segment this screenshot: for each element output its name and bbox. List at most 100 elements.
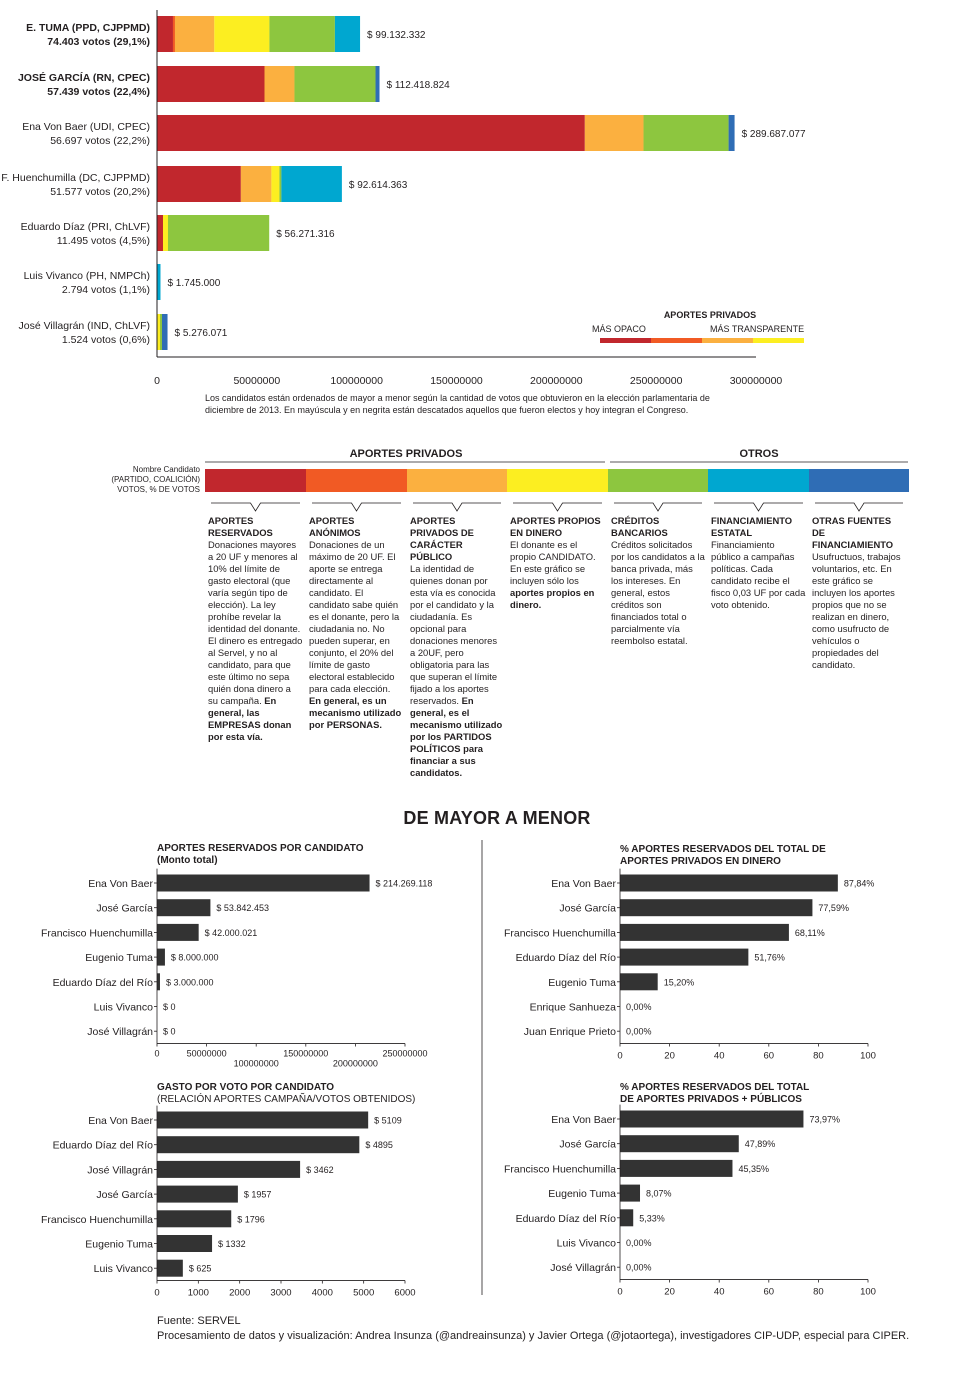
main-candidate-votes-5: 2.794 votos (1,1%) — [62, 284, 150, 296]
main-bar-total-label-3: $ 92.614.363 — [349, 180, 408, 191]
chart2-category-4: Eugenio Tuma — [548, 977, 616, 989]
main-bar-total-label-5: $ 1.745.000 — [167, 278, 220, 289]
main-bar-1-otras — [375, 66, 380, 102]
chart-gasto-voto-title-main: GASTO POR VOTO POR CANDIDATO — [157, 1082, 335, 1093]
main-bar-6-creditos — [159, 314, 162, 350]
main-bar-2-creditos — [643, 115, 729, 151]
legend-swatch-reservados — [205, 469, 306, 492]
main-bar-0-caracter_publico — [174, 16, 215, 52]
chart2-bar-1 — [620, 899, 813, 917]
chart2-xtick-5: 100 — [860, 1051, 876, 1062]
legend-title-estatal: FINANCIAMIENTO ESTATAL — [711, 515, 793, 538]
chart3-value-label-1: $ 4895 — [365, 1140, 393, 1150]
chart4-category-5: Luis Vivanco — [557, 1238, 617, 1250]
chart-gasto-voto-subtitle: (RELACIÓN APORTES CAMPAÑA/VOTOS OBTENIDO… — [157, 1094, 416, 1105]
inset-legend-title: APORTES PRIVADOS — [663, 310, 757, 320]
chart2-category-2: Francisco Huenchumilla — [504, 927, 616, 939]
chart1-bar-0 — [157, 874, 370, 892]
main-bar-2-caracter_publico — [584, 115, 644, 151]
chart4-category-3: Eugenio Tuma — [548, 1188, 616, 1200]
chart2-category-0: Ena Von Baer — [551, 878, 616, 890]
chart3-bar-4 — [157, 1210, 232, 1228]
chart2-bar-2 — [620, 923, 789, 941]
chart3-category-6: Luis Vivanco — [94, 1263, 154, 1275]
chart3-category-3: José García — [96, 1189, 153, 1201]
chart3-value-label-5: $ 1332 — [218, 1239, 246, 1249]
legend-brace-propios — [513, 502, 602, 512]
chart-gasto-voto-title: GASTO POR VOTO POR CANDIDATO (RELACIÓN A… — [157, 1082, 457, 1106]
main-bar-0-anonimos — [172, 16, 175, 52]
chart4-value-label-6: 0,00% — [626, 1263, 652, 1273]
legend-bold-propios: aportes propios en dinero. — [510, 587, 595, 610]
chart1-xtick-up-3: 250000000 — [382, 1049, 427, 1059]
chart4-xtick-5: 100 — [860, 1287, 876, 1298]
chart2-category-1: José García — [559, 903, 616, 915]
footer-source: Fuente: SERVEL — [157, 1315, 241, 1327]
chart2-category-6: Juan Enrique Prieto — [524, 1026, 616, 1038]
section-title: DE MAYOR A MENOR — [403, 808, 591, 828]
chart3-category-1: Eduardo Díaz del Río — [53, 1140, 154, 1152]
main-candidate-name-2: Ena Von Baer (UDI, CPEC) — [22, 121, 150, 133]
chart2-xtick-0: 0 — [617, 1051, 622, 1062]
inset-legend-left: MÁS OPACO — [592, 324, 646, 334]
main-candidate-votes-2: 56.697 votos (22,2%) — [50, 135, 150, 147]
main-x-tick-2: 100000000 — [330, 375, 383, 387]
chart3-category-2: José Villagrán — [87, 1164, 153, 1176]
legend-desc-propios: El donante es el propio CANDIDATO. En es… — [510, 539, 596, 586]
main-bar-0-creditos — [269, 16, 335, 52]
chart3-xtick-6: 6000 — [394, 1288, 415, 1299]
chart3-category-5: Eugenio Tuma — [85, 1239, 153, 1251]
main-bar-0-reservados — [157, 16, 173, 52]
legend-brace-creditos — [614, 502, 702, 512]
legend-text-creditos: CRÉDITOS BANCARIOS Créditos solicitados p… — [611, 515, 705, 647]
chart2-category-5: Enrique Sanhueza — [530, 1002, 617, 1014]
chart-pct-total-title: % APORTES RESERVADOS DEL TOTAL DE APORTE… — [620, 1082, 810, 1105]
chart3-category-0: Ena Von Baer — [88, 1115, 153, 1127]
main-bar-6-otras — [161, 314, 168, 350]
chart1-value-label-3: $ 8.000.000 — [171, 953, 219, 963]
main-candidate-votes-3: 51.577 votos (20,2%) — [50, 186, 150, 198]
legend-brace-anonimos — [312, 502, 401, 512]
chart2-bar-4 — [620, 973, 658, 991]
main-bar-total-label-2: $ 289.687.077 — [742, 129, 806, 140]
legend-title-otras: OTRAS FUENTES DE FINANCIAMIENTO — [812, 515, 894, 550]
main-x-tick-1: 50000000 — [233, 375, 280, 387]
chart3-xtick-1: 1000 — [188, 1288, 209, 1299]
chart4-value-label-3: 8,07% — [646, 1189, 672, 1199]
chart1-value-label-1: $ 53.842.453 — [216, 903, 269, 913]
chart3-xtick-3: 3000 — [270, 1288, 291, 1299]
chart3-bar-3 — [157, 1185, 238, 1203]
chart3-bar-5 — [157, 1235, 213, 1252]
legend-side-label: Nombre Candidato (PARTIDO, COALICIÓN) VO… — [111, 465, 200, 494]
chart3-bar-6 — [157, 1259, 183, 1277]
chart1-xtick-low-0: 100000000 — [234, 1059, 279, 1069]
chart1-category-2: Francisco Huenchumilla — [41, 927, 153, 939]
chart4-category-0: Ena Von Baer — [551, 1114, 616, 1126]
chart4-bar-3 — [620, 1184, 641, 1202]
legend-brace-caracter_publico — [413, 502, 501, 512]
main-candidate-votes-4: 11.495 votos (4,5%) — [57, 235, 150, 247]
main-bar-2-reservados — [157, 115, 585, 151]
legend-brace-otras — [815, 502, 903, 512]
legend-desc-otras: Usufructuos, trabajos voluntarios, etc. … — [812, 551, 901, 670]
legend-title-creditos: CRÉDITOS BANCARIOS — [611, 515, 668, 538]
legend-title-propios: APORTES PROPIOS EN DINERO — [510, 515, 601, 538]
footer: Fuente: SERVEL Procesamiento de datos y … — [157, 1314, 947, 1344]
legend-swatch-propios — [507, 469, 608, 492]
chart4-bar-4 — [620, 1209, 634, 1227]
chart4-value-label-1: 47,89% — [745, 1139, 776, 1149]
chart3-bar-0 — [157, 1111, 369, 1129]
chart2-value-label-4: 15,20% — [664, 977, 695, 987]
chart1-xtick-up-1: 50000000 — [187, 1049, 227, 1059]
chart3-xtick-5: 5000 — [353, 1288, 374, 1299]
chart1-category-5: Luis Vivanco — [94, 1002, 154, 1014]
legend-swatch-anonimos — [306, 469, 407, 492]
main-bar-6-propios — [157, 314, 160, 350]
main-bar-4-reservados — [157, 215, 163, 251]
chart3-xtick-4: 4000 — [312, 1288, 333, 1299]
chart2-xtick-3: 60 — [764, 1051, 775, 1062]
legend-text-anonimos: APORTES ANÓNIMOS Donaciones de un máximo … — [309, 515, 404, 731]
chart2-value-label-6: 0,00% — [626, 1027, 652, 1037]
main-candidate-votes-1: 57.439 votos (22,4%) — [47, 86, 150, 98]
chart1-category-4: Eduardo Díaz del Río — [53, 977, 154, 989]
